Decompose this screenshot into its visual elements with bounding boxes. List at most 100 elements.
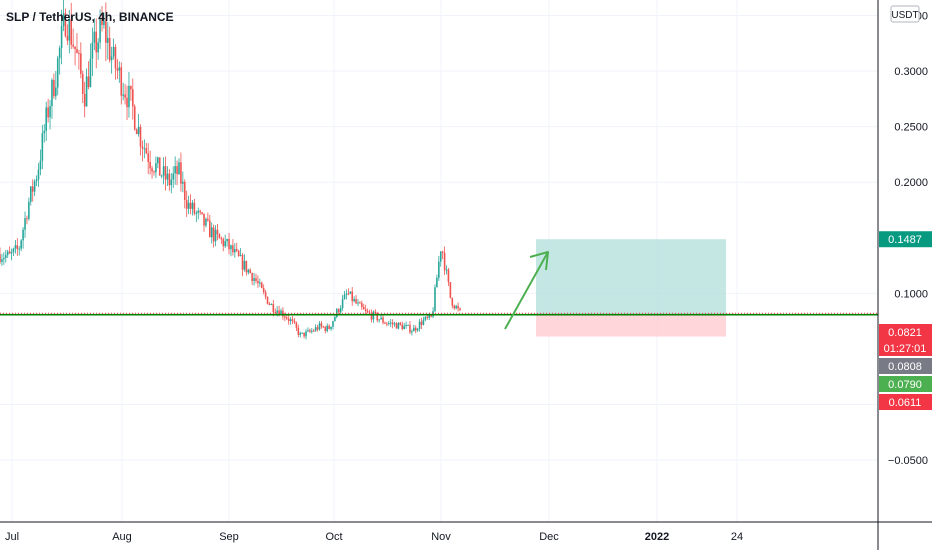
candle-body (459, 308, 461, 311)
candle-body (62, 13, 65, 26)
candle-body (285, 317, 288, 319)
candle-body (3, 257, 5, 260)
price-tag-label: 0.0808 (888, 361, 922, 373)
candle-body (372, 311, 375, 320)
candle-body (289, 319, 292, 322)
candle-body (384, 322, 386, 324)
candle-body (268, 303, 271, 305)
candle-body (307, 330, 309, 332)
candle-body (453, 305, 456, 309)
candle-body (110, 56, 113, 61)
candle-body (203, 213, 205, 226)
candle-body (439, 251, 442, 262)
candle-body (35, 179, 38, 182)
candle-body (4, 255, 7, 258)
candle-body (349, 291, 352, 294)
unit-label: USDT (891, 10, 918, 21)
candle-body (414, 327, 417, 331)
candle-body (359, 302, 361, 304)
candle-body (157, 157, 159, 164)
candle-body (214, 229, 217, 242)
candle-body (301, 332, 303, 334)
candle-body (195, 212, 198, 214)
candle-body (176, 166, 178, 175)
candle-body (91, 42, 94, 59)
candle-body (201, 212, 203, 214)
candle-body (274, 312, 277, 314)
candle-body (220, 238, 223, 240)
candle-body (305, 331, 307, 337)
candle-body (389, 322, 392, 324)
candle-body (287, 318, 290, 322)
candle-body (185, 200, 188, 209)
x-tick-label: Nov (431, 531, 451, 543)
price-tag-label: 01:27:01 (884, 343, 927, 355)
price-tag-label: 0.0821 (888, 327, 922, 339)
candle-body (411, 331, 413, 333)
candle-body (413, 327, 415, 332)
candle-body (430, 314, 432, 317)
candle-body (239, 255, 242, 257)
candle-body (85, 76, 88, 107)
candle-body (357, 302, 359, 304)
y-tick-label: −0.0500 (888, 455, 928, 467)
candle-body (230, 245, 232, 250)
candle-body (39, 160, 42, 170)
candle-body (399, 322, 402, 325)
candle-body (51, 79, 53, 107)
candle-body (160, 175, 163, 177)
candle-body (126, 97, 128, 108)
candle-body (66, 36, 69, 41)
candle-body (445, 269, 448, 271)
candle-body (22, 229, 24, 241)
candle-body (382, 317, 384, 323)
candle-body (14, 245, 17, 249)
candle-body (370, 313, 373, 320)
candle-body (49, 106, 51, 118)
candle-body (222, 239, 225, 247)
candle-body (386, 323, 388, 325)
candle-body (297, 327, 300, 335)
candle-body (245, 260, 248, 273)
candle-body (443, 252, 446, 271)
candle-body (93, 31, 96, 43)
candle-body (257, 280, 259, 284)
candle-body (218, 234, 221, 239)
candles (0, 0, 461, 340)
candle-body (137, 126, 140, 135)
candle-body (143, 148, 146, 150)
candle-body (407, 324, 409, 326)
candle-body (447, 269, 450, 283)
candle-body (170, 179, 173, 186)
candle-body (272, 304, 275, 313)
candle-body (326, 325, 328, 332)
candle-body (247, 269, 250, 273)
candle-body (97, 42, 99, 53)
candle-body (420, 321, 423, 325)
candle-body (187, 202, 190, 209)
candle-body (380, 317, 382, 320)
candle-body (147, 153, 150, 162)
candle-body (189, 202, 192, 209)
candle-body (441, 251, 444, 253)
candle-body (280, 310, 282, 316)
candle-body (276, 310, 278, 313)
candle-body (391, 322, 394, 325)
x-tick-label: Sep (219, 531, 239, 543)
candle-body (312, 330, 315, 332)
arrow-shaft (504, 251, 549, 330)
candle-body (58, 48, 61, 59)
candle-body (155, 163, 157, 173)
candle-body (18, 248, 21, 250)
candle-body (55, 87, 57, 97)
candle-body (422, 319, 425, 325)
candle-body (241, 255, 244, 270)
candle-body (255, 278, 257, 281)
candle-body (332, 321, 334, 327)
candle-body (366, 311, 369, 313)
x-tick-label: Jul (5, 531, 19, 543)
chart-title: SLP / TetherUS, 4h, BINANCE (6, 10, 174, 24)
candle-body (193, 202, 196, 214)
